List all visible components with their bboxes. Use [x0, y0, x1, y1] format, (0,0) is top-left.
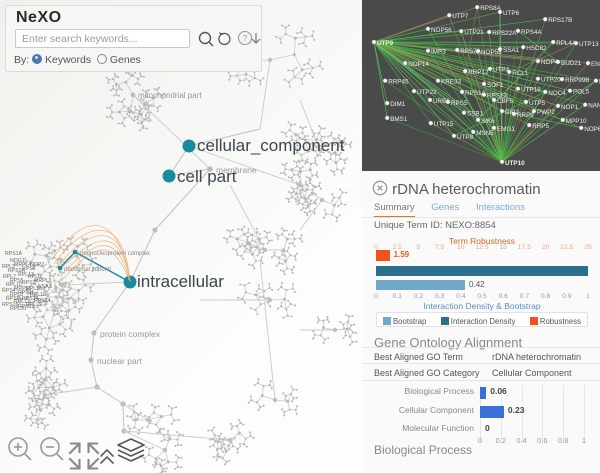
svg-text:UTP20: UTP20 — [541, 77, 561, 84]
svg-text:UTP4: UTP4 — [493, 67, 510, 74]
svg-text:RPS17B: RPS17B — [548, 17, 572, 24]
svg-text:NOP58: NOP58 — [481, 49, 502, 56]
svg-text:BMS1: BMS1 — [390, 116, 408, 123]
svg-text:UTP8: UTP8 — [457, 134, 474, 141]
svg-text:DIM1: DIM1 — [390, 101, 406, 108]
svg-text:NOP1: NOP1 — [561, 104, 579, 111]
svg-text:POL5: POL5 — [573, 89, 590, 96]
svg-text:NOP56: NOP56 — [431, 27, 452, 34]
svg-text:NOP6: NOP6 — [584, 126, 600, 133]
svg-text:PWP2: PWP2 — [537, 109, 555, 116]
svg-text:UTP18: UTP18 — [521, 87, 541, 94]
svg-text:mitochondrial part: mitochondrial part — [138, 91, 202, 100]
svg-text:membrane: membrane — [216, 165, 257, 175]
svg-text:NOC4: NOC4 — [548, 90, 566, 97]
svg-text:UTP15: UTP15 — [434, 121, 454, 128]
svg-text:NSA2: NSA2 — [38, 284, 52, 290]
svg-text:MSN5: MSN5 — [476, 130, 494, 137]
svg-text:RPS4A: RPS4A — [521, 29, 542, 36]
svg-text:RCL1: RCL1 — [512, 70, 529, 77]
svg-text:RPS1A: RPS1A — [465, 90, 486, 97]
svg-text:protein complex: protein complex — [100, 329, 161, 339]
svg-text:RRP99B: RRP99B — [565, 77, 590, 84]
svg-text:ENP1: ENP1 — [591, 61, 600, 68]
svg-text:IMP3: IMP3 — [431, 49, 446, 56]
svg-text:intracellular: intracellular — [137, 272, 224, 291]
svg-text:RRP12: RRP12 — [468, 69, 489, 76]
svg-text:nuclear part: nuclear part — [97, 356, 143, 366]
svg-text:RPS22A: RPS22A — [492, 30, 517, 37]
svg-text:RPS1A: RPS1A — [5, 251, 23, 257]
svg-text:SIK6: SIK6 — [481, 118, 495, 125]
svg-text:RRP45: RRP45 — [388, 79, 409, 86]
svg-text:NOP2: NOP2 — [30, 262, 44, 268]
svg-text:HSC82: HSC82 — [526, 45, 547, 52]
svg-text:UTP13: UTP13 — [579, 41, 599, 48]
svg-text:RPL4A: RPL4A — [556, 40, 577, 47]
svg-text:NOP4: NOP4 — [541, 59, 559, 66]
svg-text:UTP21: UTP21 — [464, 29, 484, 36]
svg-text:cellular_component: cellular_component — [197, 136, 345, 155]
svg-text:UTP22: UTP22 — [417, 89, 437, 96]
svg-text:RPS7A: RPS7A — [460, 48, 481, 55]
svg-text:UTP5: UTP5 — [529, 100, 546, 107]
svg-text:SSA1: SSA1 — [503, 47, 520, 54]
svg-text:RPS13: RPS13 — [487, 93, 507, 100]
svg-text:SOF1: SOF1 — [487, 82, 504, 89]
svg-text:UTP10: UTP10 — [505, 160, 525, 167]
svg-text:BUD21: BUD21 — [561, 60, 582, 67]
svg-text:UTP7: UTP7 — [452, 13, 469, 20]
svg-text:?: ? — [243, 34, 248, 43]
svg-text:URB1: URB1 — [433, 98, 450, 105]
svg-text:UTP6: UTP6 — [503, 10, 520, 17]
svg-text:RRP5: RRP5 — [532, 123, 549, 130]
svg-text:EMG1: EMG1 — [497, 126, 515, 133]
svg-text:RPS24: RPS24 — [34, 298, 51, 304]
svg-text:RPS5: RPS5 — [451, 100, 468, 107]
svg-text:NAN1: NAN1 — [588, 103, 600, 110]
svg-text:ribonucleoprotein complex: ribonucleoprotein complex — [80, 251, 150, 257]
svg-text:KRE33: KRE33 — [441, 79, 461, 86]
svg-text:ribosomal subunit: ribosomal subunit — [64, 267, 111, 273]
svg-text:NOP14: NOP14 — [408, 61, 429, 68]
svg-text:SSB1: SSB1 — [467, 111, 484, 118]
svg-text:RPS8A: RPS8A — [480, 5, 501, 12]
svg-text:MPP10: MPP10 — [566, 118, 587, 125]
svg-text:UTP9: UTP9 — [377, 40, 394, 47]
svg-text:RRP9: RRP9 — [517, 112, 534, 119]
